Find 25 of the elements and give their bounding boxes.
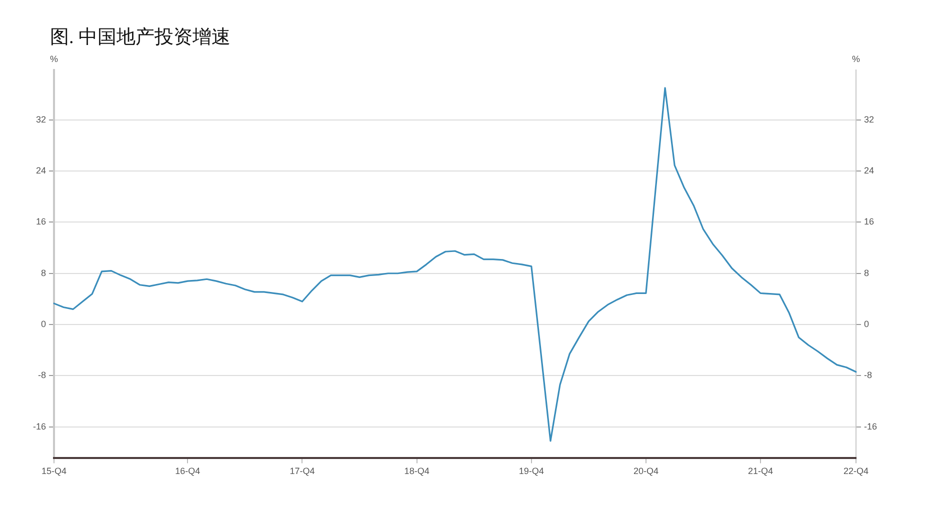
x-tick-label: 19-Q4 (518, 466, 544, 476)
y2-tick-label: 16 (864, 216, 874, 227)
y2-tick-label: 24 (864, 166, 874, 176)
y2-axis-title: % (852, 54, 860, 64)
y-tick-label: 24 (36, 166, 46, 176)
x-tick-label: 17-Q4 (290, 466, 315, 476)
y-tick-label: 8 (40, 268, 46, 278)
x-tick-label: 16-Q4 (175, 466, 200, 476)
x-tick-label: 22-Q4 (843, 466, 868, 476)
y-tick-label: 0 (40, 319, 46, 330)
y-tick-label: 16 (36, 216, 46, 227)
y2-tick-label: -8 (864, 370, 872, 380)
x-tick-label: 20-Q4 (633, 466, 658, 476)
x-tick-label: 15-Q4 (42, 466, 67, 476)
y-tick-label: -16 (32, 421, 46, 432)
y-axis-title: % (50, 54, 58, 64)
y2-tick-label: 32 (864, 114, 874, 124)
chart-title: 图. 中国地产投资增速 (50, 26, 230, 50)
y-tick-label: -8 (38, 370, 46, 380)
y2-tick-label: -16 (864, 421, 878, 432)
x-tick-label: 21-Q4 (748, 466, 774, 476)
y2-tick-label: 0 (864, 319, 870, 330)
y2-tick-label: 8 (864, 268, 870, 278)
x-tick-label: 18-Q4 (404, 466, 430, 476)
y-tick-label: 32 (36, 114, 46, 124)
